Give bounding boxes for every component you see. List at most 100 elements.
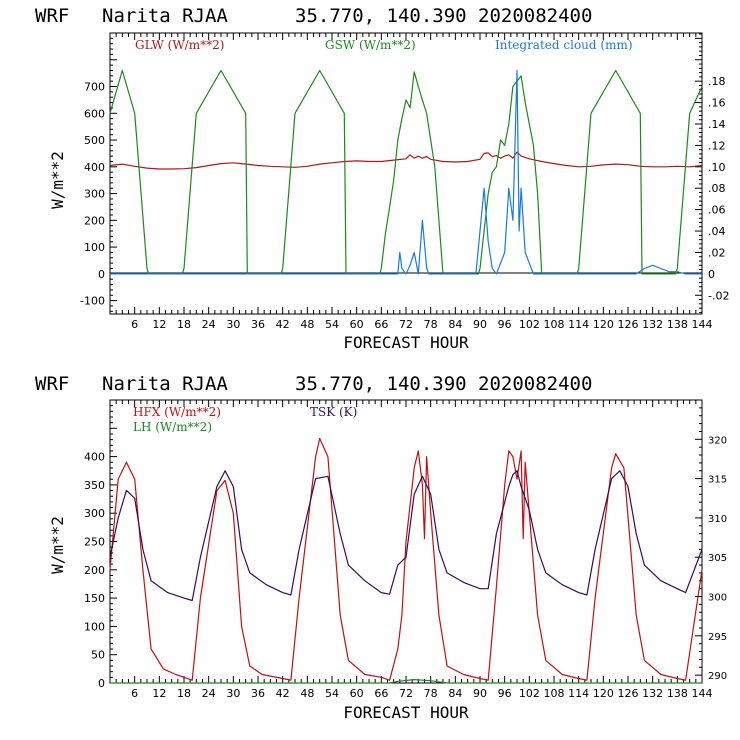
series-line-gsw — [109, 69, 703, 275]
x-tick-label: 42 — [276, 318, 290, 331]
series-line-integrated — [110, 69, 702, 275]
panel-2-x-ticks: 6 12 18 24 30 36 42 48 54 60 66 72 78 84 90 96 102 108 114… — [109, 400, 713, 700]
y2-tick-label: .12 — [708, 139, 726, 152]
y-tick-label: 400 — [84, 451, 105, 464]
panel-1-y-ticks: -100 0 100 200 300 400 500 600 700 — [80, 32, 117, 312]
y2-tick-label: .14 — [708, 118, 726, 131]
panel-2-ylabel: W/m**2 — [48, 516, 67, 574]
x-tick-label: 24 — [202, 318, 216, 331]
x-tick-label: 90 — [473, 687, 487, 700]
x-tick-label: 12 — [152, 318, 166, 331]
x-tick-label: 60 — [350, 687, 364, 700]
x-tick-label: 60 — [350, 318, 364, 331]
x-tick-label: 54 — [325, 687, 339, 700]
series-line-lh — [110, 678, 702, 684]
y-tick-label: 100 — [84, 620, 105, 633]
x-tick-label: 102 — [519, 318, 540, 331]
y2-tick-label: 305 — [708, 553, 727, 564]
y2-tick-label: 290 — [708, 671, 727, 682]
x-tick-label: 66 — [374, 687, 388, 700]
y-tick-label: 600 — [84, 107, 105, 120]
y2-tick-label: .10 — [708, 161, 726, 174]
panel-2: WRF Narita RJAA 35.770, 140.390 20200824… — [35, 373, 727, 722]
x-tick-label: 18 — [177, 318, 191, 331]
x-tick-label: 54 — [325, 318, 339, 331]
x-tick-label: 36 — [251, 687, 265, 700]
x-tick-label: 132 — [642, 318, 663, 331]
x-tick-label: 84 — [448, 318, 462, 331]
y2-tick-label: 300 — [708, 593, 727, 604]
legend-hfx: HFX (W/m**2) — [133, 405, 221, 419]
y2-tick-label: 0 — [708, 268, 715, 281]
y2-tick-label: .16 — [708, 97, 726, 110]
panel-1: WRF Narita RJAA 35.770, 140.390 20200824… — [35, 5, 729, 352]
legend-integrated-cloud: Integrated cloud (mm) — [495, 38, 633, 52]
x-tick-label: 6 — [131, 687, 138, 700]
legend-glw: GLW (W/m**2) — [135, 38, 224, 52]
y-tick-label: 700 — [84, 81, 105, 94]
panel-1-y2-ticks: -.02 0 .02 .04 .06 .08 .10 .12 .14 .16 .18 — [695, 33, 729, 313]
x-tick-label: 90 — [473, 318, 487, 331]
x-tick-label: 132 — [642, 687, 663, 700]
panel-2-init-time: 2020082400 — [478, 373, 592, 395]
x-tick-label: 66 — [374, 318, 388, 331]
y-tick-label: 200 — [84, 564, 105, 577]
y-tick-label: -100 — [80, 295, 105, 308]
y-tick-label: 350 — [84, 479, 105, 492]
panel-2-y-ticks: 0 50 100 150 200 250 300 350 400 — [84, 399, 117, 690]
x-tick-label: 114 — [568, 687, 589, 700]
panel-1-coords: 35.770, 140.390 — [295, 5, 467, 27]
panel-2-xlabel: FORECAST HOUR — [343, 703, 469, 722]
y2-tick-label: 295 — [708, 632, 727, 643]
x-tick-label: 144 — [692, 318, 713, 331]
y2-tick-label: 320 — [708, 435, 727, 446]
x-tick-label: 138 — [667, 318, 688, 331]
panel-1-model: WRF — [35, 5, 69, 27]
legend-gsw: GSW (W/m**2) — [325, 38, 416, 52]
y-tick-label: 100 — [84, 241, 105, 254]
panel-2-station: Narita RJAA — [102, 373, 228, 395]
panel-2-y2-ticks: 290 295 300 305 310 315 320 — [695, 399, 727, 684]
x-tick-label: 12 — [152, 687, 166, 700]
x-tick-label: 24 — [202, 687, 216, 700]
x-tick-label: 114 — [568, 318, 589, 331]
x-tick-label: 42 — [276, 687, 290, 700]
y2-tick-label: .08 — [708, 182, 726, 195]
x-tick-label: 78 — [424, 318, 438, 331]
panel-1-ylabel: W/m**2 — [48, 151, 67, 209]
series-line-hfx — [109, 437, 703, 681]
legend-lh: LH (W/m**2) — [133, 420, 212, 434]
series-line-glw — [109, 151, 703, 170]
y2-tick-label: -.02 — [708, 289, 729, 302]
x-tick-label: 126 — [618, 318, 639, 331]
x-tick-label: 84 — [448, 687, 462, 700]
x-tick-label: 96 — [498, 318, 512, 331]
panel-2-coords: 35.770, 140.390 — [295, 373, 467, 395]
y-tick-label: 500 — [84, 134, 105, 147]
series-line-tsk — [109, 470, 703, 602]
panel-2-series — [109, 437, 703, 684]
y-tick-label: 400 — [84, 161, 105, 174]
x-tick-label: 138 — [667, 687, 688, 700]
y2-tick-label: .18 — [708, 75, 726, 88]
y2-tick-label: .06 — [708, 204, 726, 217]
x-tick-label: 108 — [544, 687, 565, 700]
x-tick-label: 78 — [424, 687, 438, 700]
y-tick-label: 150 — [84, 592, 105, 605]
x-tick-label: 6 — [131, 318, 138, 331]
x-tick-label: 144 — [692, 687, 713, 700]
panel-1-xlabel: FORECAST HOUR — [343, 333, 469, 352]
x-tick-label: 72 — [399, 687, 413, 700]
x-tick-label: 108 — [544, 318, 565, 331]
panel-1-init-time: 2020082400 — [478, 5, 592, 27]
panel-1-station: Narita RJAA — [102, 5, 228, 27]
y-tick-label: 0 — [98, 268, 105, 281]
y2-tick-label: .02 — [708, 246, 726, 259]
x-tick-label: 120 — [593, 687, 614, 700]
y-tick-label: 300 — [84, 188, 105, 201]
x-tick-label: 48 — [300, 318, 314, 331]
x-tick-label: 48 — [300, 687, 314, 700]
panel-1-x-ticks: 6 12 18 24 30 36 42 48 54 60 66 72 78 84 90 96 102 108 114… — [109, 33, 713, 331]
x-tick-label: 30 — [226, 687, 240, 700]
